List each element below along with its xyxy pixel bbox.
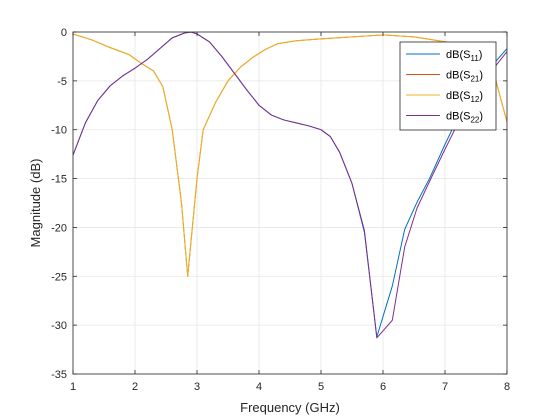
legend-label-subscript: 21 — [470, 75, 479, 84]
legend-label-main: dB(S — [446, 70, 470, 82]
legend-label-tail: ) — [479, 111, 483, 123]
legend-label-tail: ) — [479, 49, 483, 61]
y-tick-label: -35 — [51, 369, 67, 381]
legend-box — [399, 41, 497, 131]
legend-label-tail: ) — [479, 90, 483, 102]
x-axis-label: Frequency (GHz) — [240, 400, 340, 415]
x-tick-label: 4 — [256, 381, 262, 393]
x-tick-label: 5 — [318, 381, 324, 393]
legend-label: dB(S11) — [446, 49, 482, 63]
legend-label-tail: ) — [479, 70, 483, 82]
legend-label-main: dB(S — [446, 90, 470, 102]
x-tick-label: 7 — [442, 381, 448, 393]
series-line-22 — [73, 32, 507, 339]
y-tick-label: -30 — [51, 320, 67, 332]
legend-label-main: dB(S — [446, 111, 470, 123]
plot-lines — [73, 32, 507, 339]
y-tick-label: -25 — [51, 271, 67, 283]
axes-box — [72, 31, 508, 375]
x-tick-label: 3 — [194, 381, 200, 393]
x-tick-label: 2 — [132, 381, 138, 393]
x-tick-label: 6 — [380, 381, 386, 393]
x-tick-label: 1 — [70, 381, 76, 393]
series-line-12 — [73, 33, 507, 277]
legend-label-subscript: 12 — [470, 95, 479, 104]
legend: dB(S11)dB(S21)dB(S12)dB(S22) — [399, 41, 497, 131]
y-tick-label: -10 — [51, 125, 67, 137]
y-tick-label: -15 — [51, 174, 67, 186]
legend-label: dB(S21) — [446, 70, 483, 84]
y-axis-label: Magnitude (dB) — [28, 159, 43, 248]
x-tick-label: 8 — [504, 381, 510, 393]
y-tick-label: -20 — [51, 222, 67, 234]
legend-label: dB(S22) — [446, 111, 483, 125]
legend-label: dB(S12) — [446, 90, 483, 104]
legend-label-subscript: 22 — [470, 116, 479, 125]
y-tick-label: -5 — [57, 76, 67, 88]
legend-label-main: dB(S — [446, 49, 470, 61]
legend-label-subscript: 11 — [470, 54, 479, 63]
axis-ticks: 1 2 3 4 5 6 7 80-5-10-15-20-25-30-35 — [51, 27, 510, 393]
grid — [72, 31, 508, 375]
y-tick-label: 0 — [61, 27, 67, 39]
